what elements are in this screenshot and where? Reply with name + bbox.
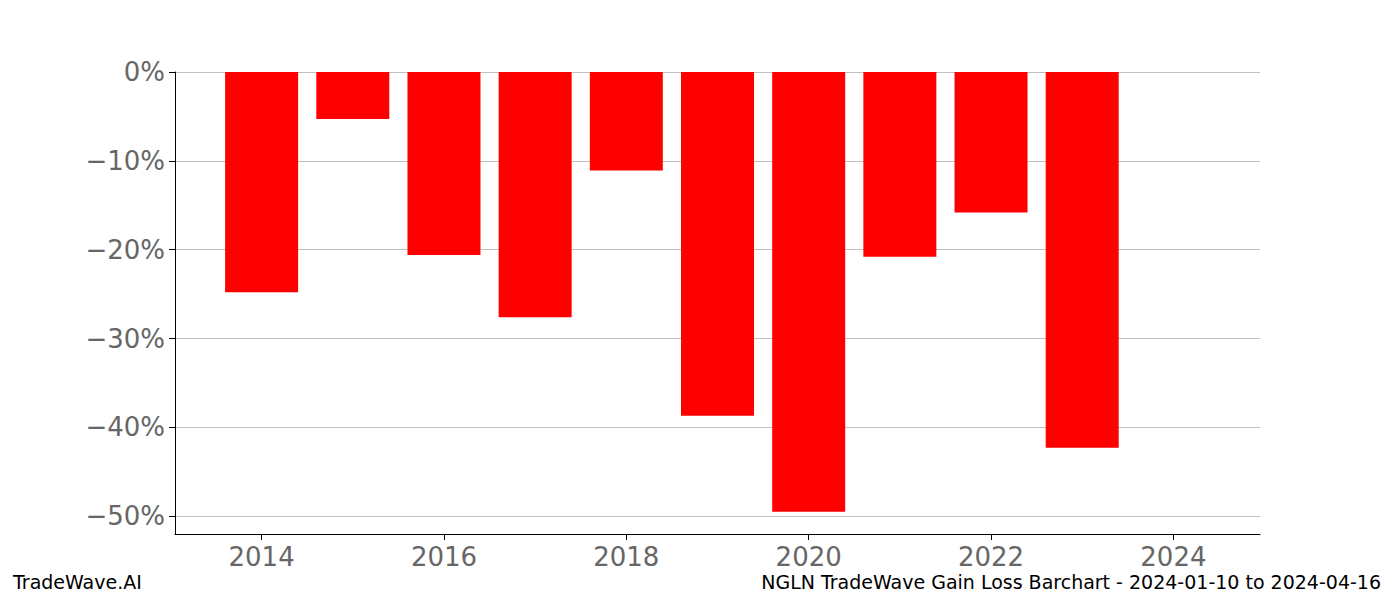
svg-text:0%: 0% xyxy=(124,57,165,87)
svg-text:2020: 2020 xyxy=(776,542,842,572)
svg-text:2022: 2022 xyxy=(958,542,1024,572)
svg-text:NGLN TradeWave Gain Loss Barch: NGLN TradeWave Gain Loss Barchart - 2024… xyxy=(761,571,1381,593)
svg-text:2014: 2014 xyxy=(229,542,295,572)
svg-text:−20%: −20% xyxy=(85,235,165,265)
svg-text:−40%: −40% xyxy=(85,412,165,442)
svg-text:−30%: −30% xyxy=(85,324,165,354)
svg-text:2016: 2016 xyxy=(411,542,477,572)
svg-text:2024: 2024 xyxy=(1140,542,1206,572)
svg-text:2018: 2018 xyxy=(593,542,659,572)
svg-text:−10%: −10% xyxy=(85,146,165,176)
svg-text:TradeWave.AI: TradeWave.AI xyxy=(12,571,142,593)
svg-text:−50%: −50% xyxy=(85,501,165,531)
